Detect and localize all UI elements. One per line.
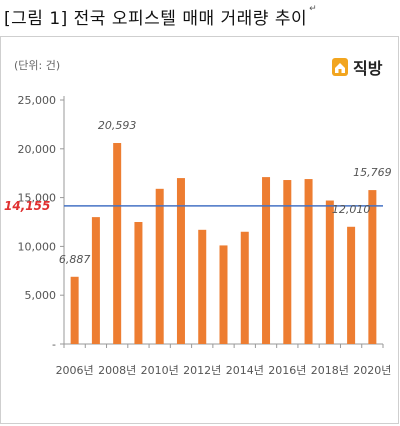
- x-tick-label: 2006년: [56, 364, 94, 377]
- paragraph-mark: ↵: [309, 4, 318, 14]
- zigbang-logo: 직방: [331, 55, 382, 79]
- data-label: 12,010: [332, 203, 371, 216]
- bar-2019년: [347, 226, 356, 344]
- y-tick-label: 25,000: [18, 94, 57, 107]
- bar-2018년: [325, 200, 334, 344]
- y-tick-label: 20,000: [18, 143, 57, 156]
- average-reference-label: 14,155: [4, 199, 50, 213]
- data-label: 20,593: [98, 119, 137, 132]
- bar-2016년: [283, 180, 292, 344]
- bar-2014년: [240, 231, 249, 344]
- x-tick-label: 2008년: [98, 364, 136, 377]
- x-tick-label: 2020년: [353, 364, 391, 377]
- data-label: 15,769: [353, 166, 392, 179]
- y-tick-label: 10,000: [18, 240, 57, 253]
- caption-text: [그림 1] 전국 오피스텔 매매 거래량 추이: [4, 9, 308, 29]
- house-logo-icon: [332, 58, 348, 76]
- bar-2010년: [155, 188, 164, 344]
- y-tick-label: 15,000: [18, 192, 57, 205]
- bar-2008년: [113, 143, 122, 344]
- x-tick-label: 2018년: [311, 364, 349, 377]
- y-tick-label: -: [52, 338, 56, 351]
- bar-2015년: [262, 177, 271, 344]
- bar-2011년: [176, 178, 185, 344]
- x-tick-label: 2012년: [183, 364, 221, 377]
- logo-text: 직방: [353, 59, 383, 78]
- bar-2007년: [91, 217, 100, 344]
- x-tick-label: 2016년: [268, 364, 306, 377]
- bar-2012년: [198, 229, 207, 344]
- y-tick-label: 5,000: [25, 289, 57, 302]
- bar-2020년: [368, 190, 377, 344]
- data-label: 6,887: [59, 253, 91, 266]
- bar-2006년: [70, 276, 79, 344]
- bar-2013년: [219, 245, 228, 344]
- bar-2017년: [304, 179, 313, 344]
- bar-2009년: [134, 222, 143, 344]
- x-tick-label: 2010년: [141, 364, 179, 377]
- x-tick-label: 2014년: [226, 364, 264, 377]
- unit-label: (단위: 건): [14, 59, 61, 72]
- figure-caption: [그림 1] 전국 오피스텔 매매 거래량 추이 ↵: [4, 4, 317, 29]
